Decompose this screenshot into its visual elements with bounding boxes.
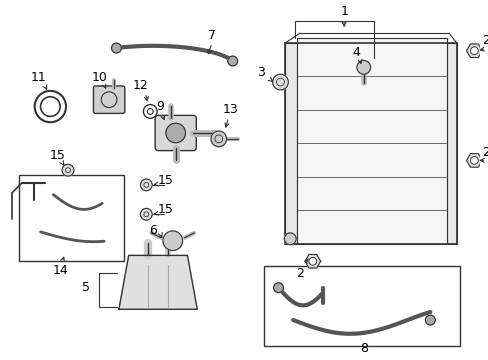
- Text: 7: 7: [207, 28, 216, 41]
- Text: 5: 5: [81, 281, 89, 294]
- Circle shape: [227, 56, 237, 66]
- Circle shape: [469, 47, 477, 55]
- Circle shape: [210, 131, 226, 147]
- Text: 2: 2: [296, 266, 304, 279]
- Text: 15: 15: [158, 203, 174, 216]
- Polygon shape: [466, 44, 481, 58]
- Circle shape: [111, 43, 121, 53]
- Circle shape: [308, 257, 316, 265]
- Circle shape: [165, 123, 185, 143]
- Text: 2: 2: [481, 35, 488, 48]
- Text: 3: 3: [257, 66, 264, 79]
- Polygon shape: [119, 255, 197, 309]
- Text: 2: 2: [481, 146, 488, 159]
- Circle shape: [163, 231, 182, 251]
- Circle shape: [272, 74, 288, 90]
- Circle shape: [469, 157, 477, 164]
- Circle shape: [356, 60, 370, 74]
- Text: 8: 8: [359, 342, 367, 355]
- Circle shape: [284, 233, 296, 245]
- Circle shape: [425, 315, 434, 325]
- Circle shape: [62, 164, 74, 176]
- Text: 6: 6: [149, 224, 157, 238]
- Circle shape: [140, 179, 152, 191]
- Bar: [297, 38, 446, 244]
- Bar: [19, 175, 123, 261]
- Text: 13: 13: [222, 103, 238, 116]
- FancyBboxPatch shape: [155, 115, 196, 150]
- FancyBboxPatch shape: [93, 86, 124, 113]
- Polygon shape: [466, 154, 481, 167]
- Text: 9: 9: [156, 100, 163, 113]
- Bar: [285, 43, 297, 244]
- Text: 15: 15: [49, 149, 65, 162]
- Text: 10: 10: [91, 71, 107, 84]
- Polygon shape: [305, 255, 320, 268]
- Text: 12: 12: [132, 78, 148, 91]
- Text: 11: 11: [31, 71, 46, 84]
- Text: 14: 14: [52, 264, 68, 276]
- Text: 4: 4: [351, 46, 359, 59]
- Circle shape: [140, 208, 152, 220]
- Text: 1: 1: [340, 5, 347, 18]
- Bar: [446, 43, 456, 244]
- Circle shape: [273, 283, 283, 293]
- Text: 15: 15: [158, 174, 174, 186]
- Bar: [285, 43, 456, 244]
- Bar: [264, 266, 459, 346]
